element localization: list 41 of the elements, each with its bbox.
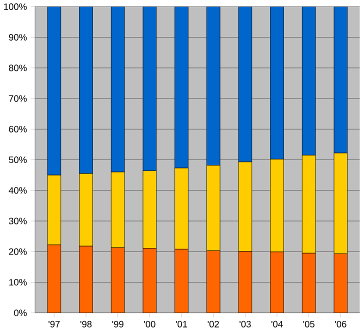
x-tick-label: '03	[240, 320, 251, 328]
bar	[238, 251, 252, 313]
x-tick-label: '99	[112, 320, 124, 328]
bar	[79, 6, 93, 174]
bar	[302, 6, 316, 156]
y-tick-label: 0%	[14, 310, 27, 316]
x-tick-label: '02	[208, 320, 219, 328]
y-tick-label: 80%	[8, 64, 27, 72]
bar	[238, 6, 252, 162]
bar	[174, 6, 188, 168]
bar	[302, 253, 316, 313]
bar	[142, 248, 157, 313]
bar	[270, 6, 284, 160]
x-tick-label: '00	[144, 320, 156, 328]
y-tick-label: 70%	[9, 95, 27, 102]
bar	[334, 254, 348, 313]
bar	[174, 249, 188, 313]
bar	[206, 250, 220, 313]
x-tick-label: '05	[303, 320, 314, 328]
x-tick-label: '01	[176, 320, 188, 328]
x-tick-label: '97	[48, 320, 60, 328]
bar	[79, 246, 93, 313]
y-tick-label: 50%	[8, 156, 27, 164]
bar	[334, 6, 348, 154]
bar	[47, 244, 62, 313]
x-tick-label: '98	[80, 320, 92, 328]
bar	[110, 6, 125, 172]
x-tick-label: '04	[271, 320, 283, 328]
y-tick-label: 30%	[8, 218, 27, 224]
bar	[142, 6, 157, 172]
x-tick-label: '06	[335, 320, 346, 328]
y-tick-label: 100%	[4, 3, 27, 10]
bar	[270, 252, 284, 313]
y-tick-label: 90%	[9, 34, 27, 41]
y-tick-label: 60%	[9, 126, 27, 133]
bar	[47, 6, 62, 176]
bar	[206, 6, 220, 166]
y-tick-label: 20%	[9, 248, 27, 255]
y-tick-label: 40%	[8, 187, 27, 194]
y-tick-label: 10%	[9, 279, 27, 286]
bar	[110, 248, 125, 313]
